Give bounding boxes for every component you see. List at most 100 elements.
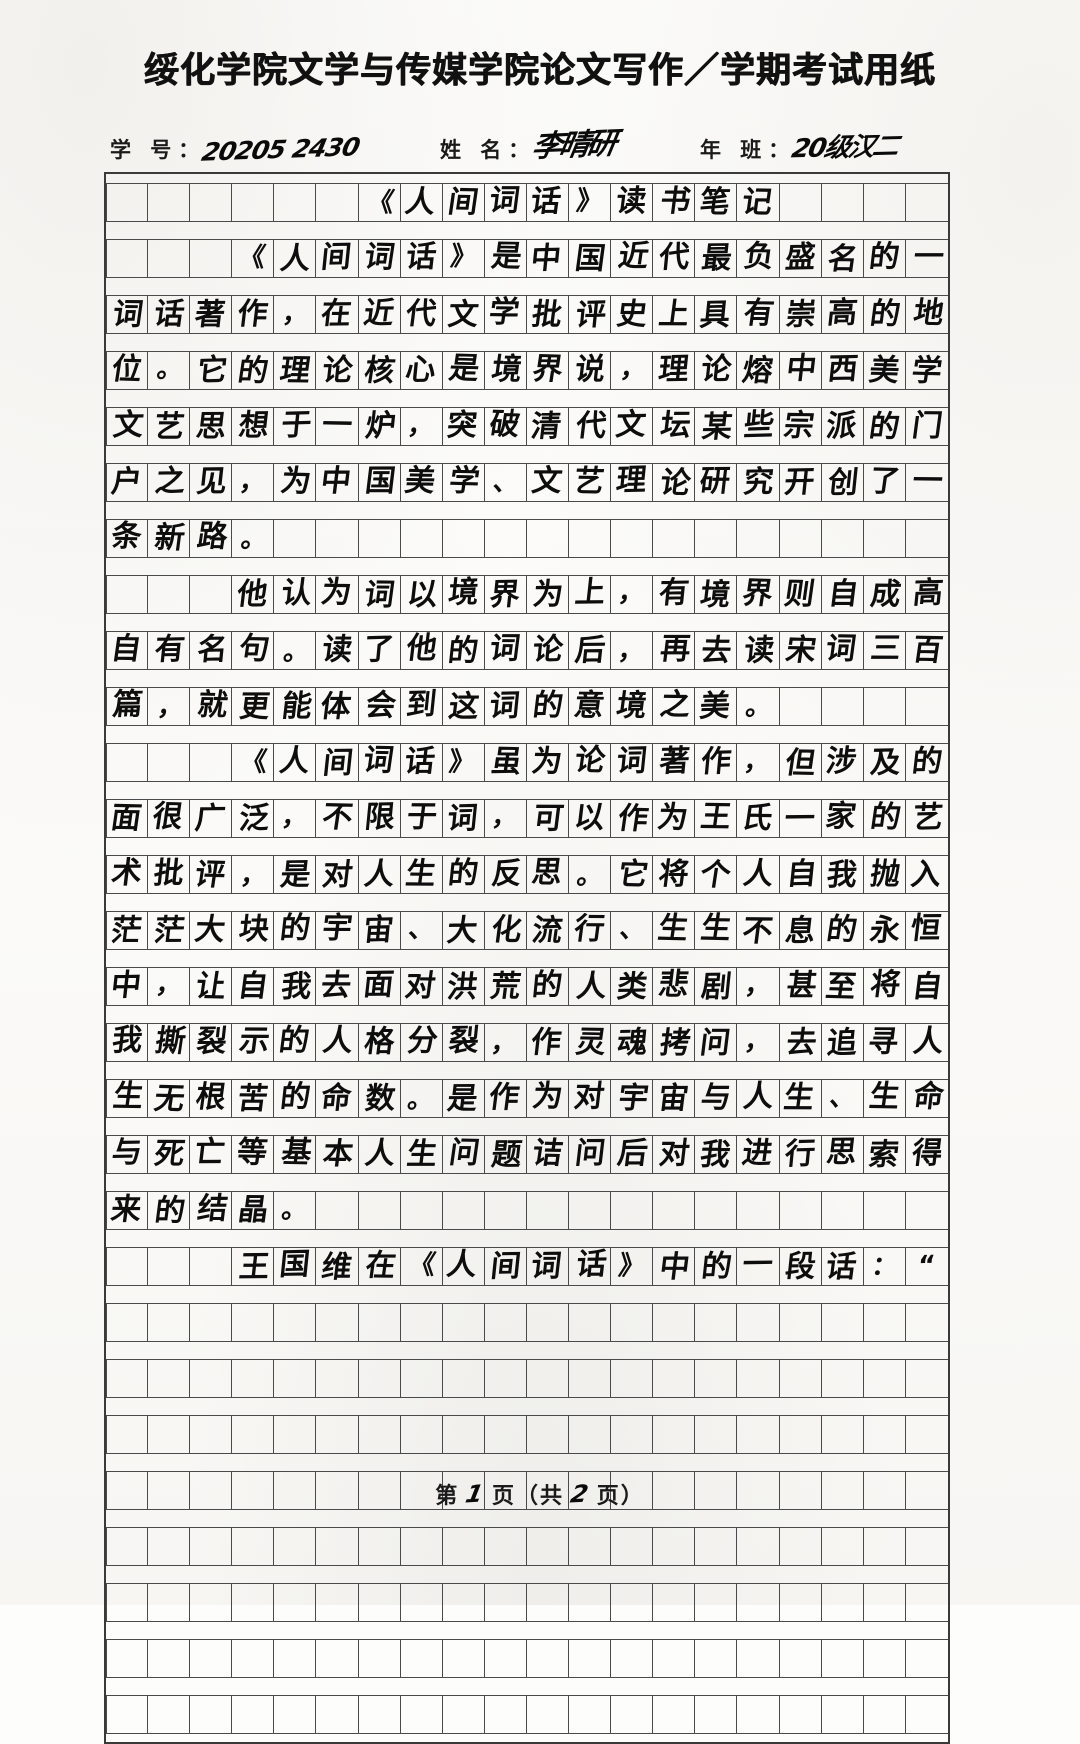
grid-cell[interactable]: 记 [737, 184, 779, 221]
grid-cell[interactable] [569, 1696, 611, 1733]
grid-cell[interactable] [148, 1360, 190, 1397]
grid-cell[interactable]: 生 [695, 912, 737, 949]
grid-cell[interactable]: 流 [527, 912, 569, 949]
grid-cell[interactable]: 》 [443, 744, 485, 781]
grid-row[interactable]: 词话著作，在近代文学批评史上具有崇高的地 [106, 295, 948, 334]
grid-cell[interactable]: 氏 [737, 800, 779, 837]
grid-cell[interactable]: 近 [611, 240, 653, 277]
grid-cell[interactable]: 魂 [611, 1024, 653, 1061]
grid-cell[interactable]: 的 [443, 856, 485, 893]
grid-cell[interactable]: 就 [190, 688, 232, 725]
grid-cell[interactable]: 更 [232, 688, 274, 725]
grid-cell[interactable]: 进 [737, 1136, 779, 1173]
grid-cell[interactable]: 上 [569, 576, 611, 613]
grid-cell[interactable] [316, 1360, 358, 1397]
grid-cell[interactable]: 维 [316, 1248, 358, 1285]
grid-cell[interactable]: 艺 [906, 800, 948, 837]
grid-cell[interactable]: 。 [232, 520, 274, 557]
grid-cell[interactable]: ， [485, 800, 527, 837]
grid-cell[interactable]: 撕 [148, 1024, 190, 1061]
grid-cell[interactable] [780, 1192, 822, 1229]
grid-cell[interactable] [864, 1640, 906, 1677]
grid-cell[interactable] [737, 1360, 779, 1397]
grid-cell[interactable] [359, 1416, 401, 1453]
grid-cell[interactable]: 理 [611, 464, 653, 501]
grid-cell[interactable] [443, 520, 485, 557]
grid-cell[interactable] [106, 1248, 148, 1285]
grid-cell[interactable] [569, 1416, 611, 1453]
grid-cell[interactable]: 是 [443, 352, 485, 389]
grid-cell[interactable]: 境 [611, 688, 653, 725]
grid-cell[interactable]: 在 [359, 1248, 401, 1285]
grid-row[interactable] [106, 1639, 948, 1678]
grid-cell[interactable]: 《 [232, 240, 274, 277]
grid-cell[interactable]: 之 [148, 464, 190, 501]
grid-cell[interactable]: 示 [232, 1024, 274, 1061]
grid-cell[interactable] [822, 1640, 864, 1677]
grid-cell[interactable]: 。 [737, 688, 779, 725]
grid-cell[interactable]: 亡 [190, 1136, 232, 1173]
grid-cell[interactable] [653, 1304, 695, 1341]
grid-cell[interactable]: 是 [274, 856, 316, 893]
grid-cell[interactable] [232, 1696, 274, 1733]
grid-cell[interactable]: 以 [569, 800, 611, 837]
grid-cell[interactable] [485, 520, 527, 557]
grid-cell[interactable]: 裂 [443, 1024, 485, 1061]
grid-cell[interactable] [906, 1192, 948, 1229]
grid-cell[interactable]: 对 [401, 968, 443, 1005]
grid-cell[interactable]: 最 [695, 240, 737, 277]
grid-cell[interactable]: 自 [822, 576, 864, 613]
grid-cell[interactable] [864, 1360, 906, 1397]
grid-cell[interactable]: 境 [695, 576, 737, 613]
grid-cell[interactable]: 读 [737, 632, 779, 669]
grid-cell[interactable] [780, 688, 822, 725]
grid-cell[interactable] [316, 1192, 358, 1229]
grid-cell[interactable]: 究 [737, 464, 779, 501]
grid-cell[interactable] [822, 1360, 864, 1397]
grid-row[interactable]: 《人间词话》是中国近代最负盛名的一 [106, 239, 948, 278]
grid-cell[interactable]: 某 [695, 408, 737, 445]
grid-cell[interactable]: 的 [906, 744, 948, 781]
grid-cell[interactable] [569, 1528, 611, 1565]
grid-cell[interactable]: 于 [274, 408, 316, 445]
grid-cell[interactable]: 人 [359, 1136, 401, 1173]
grid-cell[interactable]: 开 [780, 464, 822, 501]
grid-row[interactable]: 茫茫大块的宇宙、大化流行、生生不息的永恒 [106, 911, 948, 950]
grid-cell[interactable]: 命 [906, 1080, 948, 1117]
grid-cell[interactable]: 。 [274, 1192, 316, 1229]
grid-cell[interactable] [653, 1192, 695, 1229]
grid-cell[interactable]: 位 [106, 352, 148, 389]
grid-cell[interactable] [316, 1696, 358, 1733]
grid-cell[interactable]: 篇 [106, 688, 148, 725]
grid-row[interactable]: 我撕裂示的人格分裂，作灵魂拷问，去追寻人 [106, 1023, 948, 1062]
grid-cell[interactable] [190, 1248, 232, 1285]
grid-cell[interactable] [485, 1528, 527, 1565]
grid-cell[interactable]: 会 [359, 688, 401, 725]
grid-row[interactable]: 篇，就更能体会到这词的意境之美。 [106, 687, 948, 726]
grid-cell[interactable]: 代 [401, 296, 443, 333]
grid-cell[interactable]: 。 [569, 856, 611, 893]
grid-cell[interactable]: 人 [443, 1248, 485, 1285]
grid-cell[interactable] [527, 1584, 569, 1621]
grid-cell[interactable]: 的 [864, 408, 906, 445]
grid-cell[interactable]: 生 [401, 856, 443, 893]
grid-cell[interactable] [401, 1360, 443, 1397]
grid-cell[interactable]: ， [274, 296, 316, 333]
grid-row[interactable]: 自有名句。读了他的词论后，再去读宋词三百 [106, 631, 948, 670]
grid-cell[interactable]: 寻 [864, 1024, 906, 1061]
grid-row[interactable] [106, 1359, 948, 1398]
grid-cell[interactable]: 词 [485, 688, 527, 725]
grid-cell[interactable] [401, 1416, 443, 1453]
grid-cell[interactable]: 负 [737, 240, 779, 277]
grid-cell[interactable]: 学 [443, 464, 485, 501]
grid-cell[interactable] [401, 1192, 443, 1229]
grid-cell[interactable]: 问 [443, 1136, 485, 1173]
grid-cell[interactable]: 基 [274, 1136, 316, 1173]
grid-cell[interactable] [190, 1416, 232, 1453]
grid-cell[interactable]: 的 [527, 968, 569, 1005]
grid-cell[interactable]: 人 [274, 744, 316, 781]
grid-cell[interactable]: 中 [780, 352, 822, 389]
grid-cell[interactable]: 为 [527, 744, 569, 781]
grid-cell[interactable]: 创 [822, 464, 864, 501]
grid-cell[interactable]: 根 [190, 1080, 232, 1117]
